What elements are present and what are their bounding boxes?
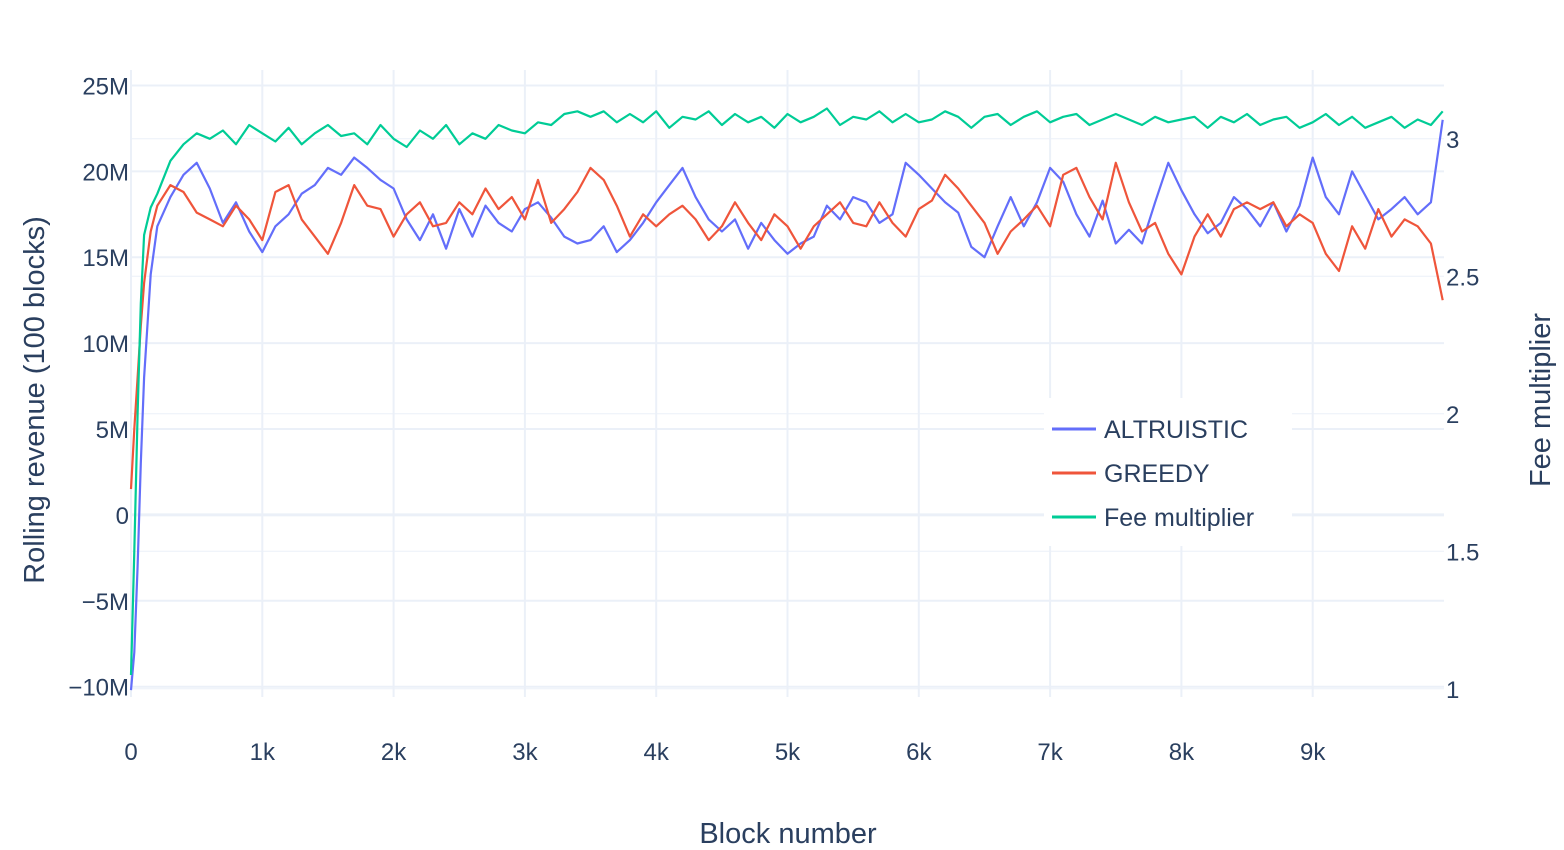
legend-label: GREEDY (1104, 460, 1210, 488)
y-tick-labels: 25M 20M 15M 10M 5M 0 −5M −10M (68, 73, 129, 701)
x-tick-label: 2k (381, 739, 407, 766)
x-tick-label: 3k (512, 739, 538, 766)
y2-tick-label: 2.5 (1446, 264, 1479, 291)
legend: ALTRUISTIC GREEDY Fee multiplier (1044, 398, 1292, 546)
legend-label: Fee multiplier (1104, 504, 1254, 532)
y-tick-label: 5M (96, 417, 129, 444)
legend-label: ALTRUISTIC (1104, 416, 1248, 444)
y2-tick-labels: 3 2.5 2 1.5 1 (1446, 127, 1479, 704)
y2-tick-label: 2 (1446, 402, 1459, 429)
y-tick-label: −5M (82, 589, 129, 616)
series-line-altruistic (129, 119, 1444, 691)
series-line-fee-multiplier (129, 107, 1444, 676)
x-tick-label: 1k (250, 739, 276, 766)
y2-tick-label: 1.5 (1446, 539, 1479, 566)
y-tick-label: 0 (116, 503, 129, 530)
x-tick-label: 0 (124, 739, 137, 766)
x-axis-title: Block number (699, 818, 877, 850)
x-tick-label: 7k (1037, 739, 1063, 766)
y2-tick-label: 1 (1446, 677, 1459, 704)
y-tick-label: 10M (82, 331, 129, 358)
y-axis-title: Rolling revenue (100 blocks) (19, 216, 51, 584)
x-tick-label: 4k (644, 739, 670, 766)
y-tick-label: 20M (82, 159, 129, 186)
x-tick-labels: 0 1k 2k 3k 4k 5k 6k 7k 8k 9k (124, 739, 1326, 766)
series-line-greedy (129, 161, 1444, 490)
x-tick-label: 5k (775, 739, 801, 766)
y2-gridlines (131, 138, 1444, 690)
x-tick-label: 9k (1300, 739, 1326, 766)
series-layer (129, 107, 1444, 691)
x-tick-label: 6k (906, 739, 932, 766)
y-tick-label: 25M (82, 73, 129, 100)
y-tick-label: 15M (82, 245, 129, 272)
x-tick-label: 8k (1169, 739, 1195, 766)
y2-axis-title: Fee multiplier (1525, 313, 1557, 487)
y-tick-label: −10M (68, 675, 129, 702)
y2-tick-label: 3 (1446, 127, 1459, 154)
y-gridlines (131, 84, 1444, 688)
